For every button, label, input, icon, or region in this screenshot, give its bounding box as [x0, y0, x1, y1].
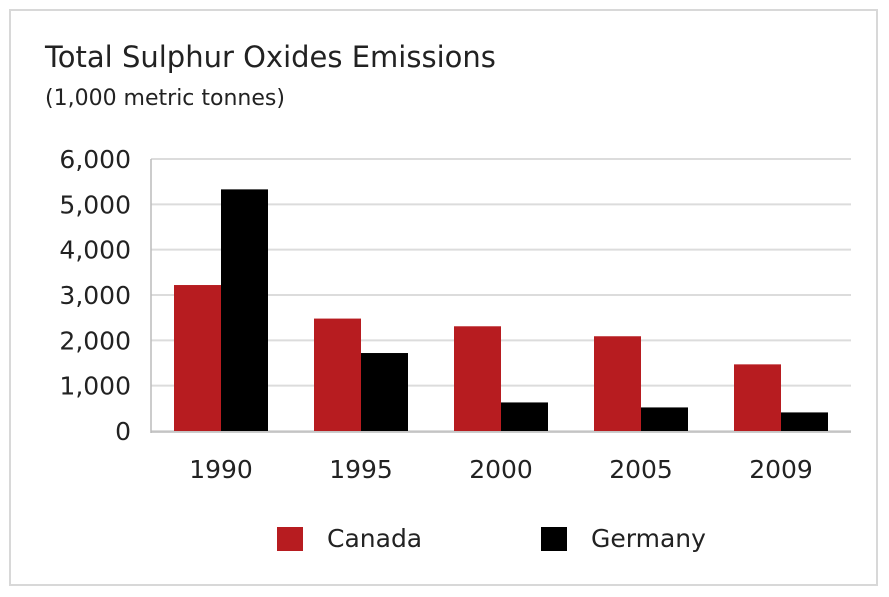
chart-subtitle: (1,000 metric tonnes)	[45, 86, 285, 111]
y-tick-label: 4,000	[59, 236, 131, 265]
bar-germany-2000	[501, 402, 548, 431]
y-tick-label: 6,000	[59, 145, 131, 174]
legend-label-germany: Germany	[591, 524, 706, 553]
y-tick-label: 0	[115, 417, 131, 446]
x-tick-label: 2000	[469, 455, 533, 484]
chart-frame	[9, 9, 878, 586]
y-tick-label: 5,000	[59, 190, 131, 219]
bar-germany-2009	[781, 412, 828, 431]
y-tick-label: 3,000	[59, 281, 131, 310]
bar-canada-2000	[454, 326, 501, 431]
y-tick-label: 2,000	[59, 326, 131, 355]
bar-germany-1995	[361, 353, 408, 431]
bar-germany-2005	[641, 407, 688, 431]
bar-germany-1990	[221, 189, 268, 431]
bar-canada-1990	[174, 285, 221, 431]
bar-canada-2005	[594, 336, 641, 431]
x-tick-label: 1995	[329, 455, 393, 484]
x-tick-label: 2005	[609, 455, 673, 484]
chart-title: Total Sulphur Oxides Emissions	[45, 40, 496, 74]
x-tick-label: 2009	[749, 455, 813, 484]
bar-canada-1995	[314, 318, 361, 431]
x-tick-label: 1990	[189, 455, 253, 484]
y-tick-label: 1,000	[59, 372, 131, 401]
bar-canada-2009	[734, 364, 781, 431]
legend-swatch-canada	[277, 527, 303, 551]
legend-label-canada: Canada	[327, 524, 422, 553]
legend-swatch-germany	[541, 527, 567, 551]
